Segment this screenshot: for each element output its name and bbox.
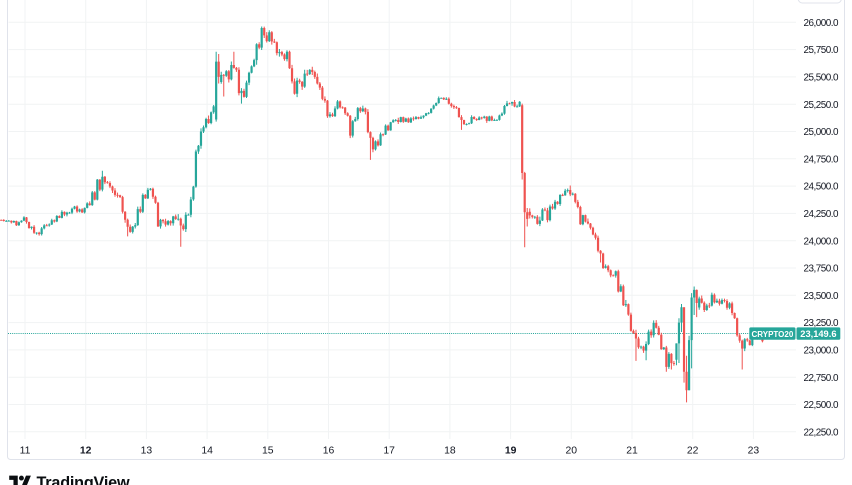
svg-text:24,250.0: 24,250.0: [804, 209, 839, 220]
svg-text:23,149.6: 23,149.6: [800, 329, 836, 339]
svg-text:24,500.0: 24,500.0: [804, 182, 839, 193]
svg-text:24,000.0: 24,000.0: [804, 236, 839, 247]
svg-text:23,250.0: 23,250.0: [804, 318, 839, 329]
svg-text:CRYPTO20: CRYPTO20: [752, 330, 794, 339]
svg-text:22,250.0: 22,250.0: [804, 427, 839, 438]
svg-text:23,500.0: 23,500.0: [804, 291, 839, 302]
svg-text:25,750.0: 25,750.0: [804, 45, 839, 56]
svg-text:26,000.0: 26,000.0: [804, 18, 839, 29]
svg-text:24,750.0: 24,750.0: [804, 154, 839, 165]
svg-text:25,250.0: 25,250.0: [804, 100, 839, 111]
svg-text:25,500.0: 25,500.0: [804, 73, 839, 84]
svg-text:16: 16: [323, 445, 335, 456]
svg-text:19: 19: [505, 445, 517, 456]
svg-text:15: 15: [262, 445, 274, 456]
svg-text:18: 18: [444, 445, 456, 456]
svg-text:22: 22: [687, 445, 699, 456]
svg-text:22,750.0: 22,750.0: [804, 373, 839, 384]
svg-text:23: 23: [748, 445, 760, 456]
svg-text:21: 21: [626, 445, 638, 456]
svg-text:22,500.0: 22,500.0: [804, 400, 839, 411]
svg-text:25,000.0: 25,000.0: [804, 127, 839, 138]
svg-text:14: 14: [201, 445, 213, 456]
svg-text:13: 13: [141, 445, 153, 456]
svg-text:TradingView: TradingView: [37, 474, 130, 485]
svg-text:23,000.0: 23,000.0: [804, 346, 839, 357]
svg-text:11: 11: [20, 445, 31, 456]
svg-text:20: 20: [566, 445, 578, 456]
svg-text:17: 17: [383, 445, 395, 456]
svg-text:12: 12: [80, 445, 92, 456]
svg-text:23,750.0: 23,750.0: [804, 264, 839, 275]
